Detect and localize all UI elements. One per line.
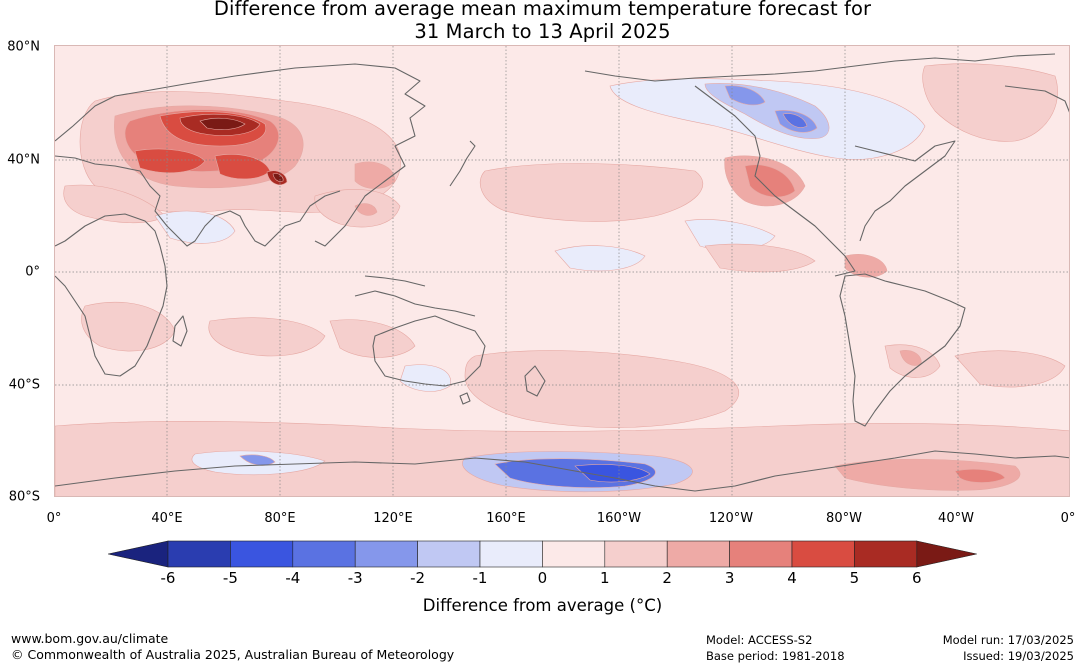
map-canvas <box>55 46 1069 496</box>
colorbar-bin <box>666 540 730 568</box>
colorbar-tick-label: -4 <box>285 569 301 587</box>
title-line-2: 31 March to 13 April 2025 <box>414 20 671 43</box>
footer-base-period: Base period: 1981-2018 <box>706 649 845 663</box>
colorbar-tick-label: 6 <box>912 569 922 587</box>
colorbar-bin <box>292 540 356 568</box>
lon-label-40w: 40°W <box>938 511 974 526</box>
lon-label-80e: 80°E <box>264 511 296 526</box>
lon-label-120e: 120°E <box>373 511 413 526</box>
colorbar-bin <box>167 540 231 568</box>
colorbar-bin <box>230 540 294 568</box>
colorbar-tick-label: 1 <box>600 569 610 587</box>
lon-label-120w: 120°W <box>708 511 754 526</box>
colorbar-tick-label: 2 <box>662 569 672 587</box>
colorbar-tick-label: 4 <box>787 569 797 587</box>
colorbar-tick-label: -3 <box>347 569 363 587</box>
lat-label-40n: 40°N <box>7 152 40 168</box>
coastlines <box>55 53 1069 492</box>
lon-label-160w: 160°W <box>596 511 642 526</box>
colorbar-bin <box>479 540 543 568</box>
colorbar-tick-label: 0 <box>537 569 548 587</box>
lon-label-0-left: 0° <box>46 511 62 526</box>
lat-label-80n: 80°N <box>7 39 40 55</box>
colorbar-extend-low <box>108 540 169 568</box>
colorbar-bin <box>417 540 481 568</box>
lon-label-40e: 40°E <box>151 511 183 526</box>
lat-label-0: 0° <box>25 264 40 280</box>
colorbar-tick-label: -6 <box>160 569 176 587</box>
footer-model-run: Model run: 17/03/2025 <box>942 633 1074 647</box>
colorbar-bin <box>729 540 793 568</box>
colorbar-bin <box>854 540 918 568</box>
colorbar-tick-label: -5 <box>222 569 238 587</box>
colorbar-bin <box>354 540 418 568</box>
footer-copyright: © Commonwealth of Australia 2025, Austra… <box>11 647 455 662</box>
colorbar-bin <box>542 540 606 568</box>
lat-label-80s: 80°S <box>8 489 40 505</box>
colorbar <box>108 540 977 568</box>
colorbar-title: Difference from average (°C) <box>422 596 663 615</box>
footer-model: Model: ACCESS-S2 <box>706 633 813 647</box>
lon-label-0-right: 0° <box>1060 511 1076 526</box>
colorbar-bin <box>604 540 668 568</box>
lon-label-160e: 160°E <box>486 511 526 526</box>
lat-label-40s: 40°S <box>8 377 40 393</box>
lon-label-80w: 80°W <box>826 511 862 526</box>
footer-url[interactable]: www.bom.gov.au/climate <box>11 631 169 646</box>
colorbar-tick-label: -2 <box>410 569 426 587</box>
colorbar-tick-label: 3 <box>724 569 735 587</box>
chart-title: Difference from average mean maximum tem… <box>0 0 1085 43</box>
colorbar-bin <box>791 540 855 568</box>
temperature-anomaly-map <box>54 45 1070 497</box>
grid-lines <box>55 46 1069 496</box>
footer-issued: Issued: 19/03/2025 <box>963 649 1074 663</box>
colorbar-tick-label: 5 <box>849 569 860 587</box>
title-line-1: Difference from average mean maximum tem… <box>213 0 872 20</box>
colorbar-extend-high <box>916 540 977 568</box>
colorbar-tick-label: -1 <box>472 569 488 587</box>
